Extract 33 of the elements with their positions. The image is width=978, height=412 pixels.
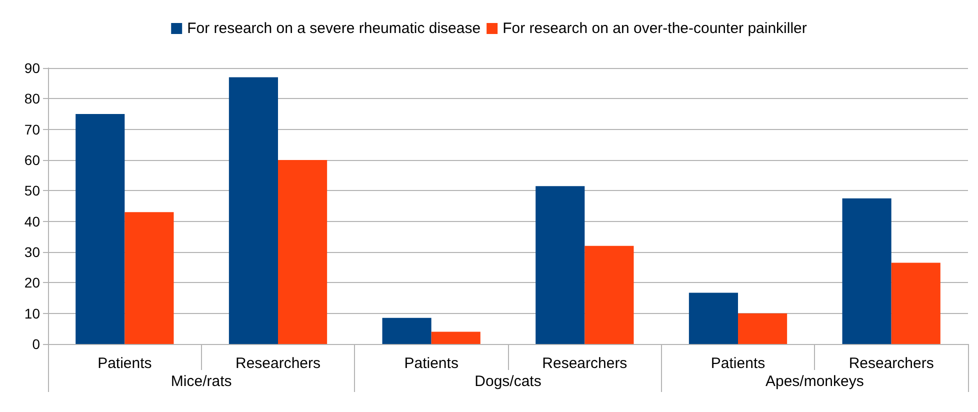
x-tick-label: Patients — [98, 355, 152, 372]
y-tick-label: 50 — [24, 182, 40, 199]
x-tick-label: Researchers — [542, 355, 628, 372]
bar — [382, 318, 432, 344]
bar — [738, 313, 788, 344]
y-tick-label: 70 — [24, 121, 40, 138]
y-tick-label: 40 — [24, 213, 40, 230]
x-tick-label: Researchers — [235, 355, 321, 372]
y-tick-label: 30 — [24, 244, 40, 260]
y-tick-label: 0 — [32, 336, 40, 352]
bar — [584, 246, 634, 344]
y-tick-label: 80 — [24, 90, 40, 107]
x-tick-label: Patients — [710, 355, 766, 372]
x-tick-label: Patients — [404, 355, 458, 372]
x-tick-label: Researchers — [848, 355, 934, 372]
y-tick-label: 60 — [24, 152, 40, 168]
legend-label: For research on an over-the-counter painkiller — [502, 20, 807, 37]
bar — [842, 198, 892, 344]
text: Apes/monkeys — [765, 373, 864, 390]
y-tick-label: 90 — [24, 60, 40, 76]
bar — [228, 77, 278, 344]
legend-label: For research on a severe rheumatic disease — [187, 20, 481, 37]
bar — [124, 212, 174, 344]
bar — [688, 292, 738, 344]
text: Mice/rats — [170, 373, 232, 390]
y-tick-label: 10 — [24, 305, 40, 322]
y-tick-label: 20 — [24, 274, 40, 291]
bar — [536, 186, 585, 344]
bar — [891, 262, 940, 344]
bar — [76, 114, 125, 344]
text: Dogs/cats — [474, 373, 542, 390]
bar — [278, 160, 328, 344]
bar — [431, 332, 480, 344]
